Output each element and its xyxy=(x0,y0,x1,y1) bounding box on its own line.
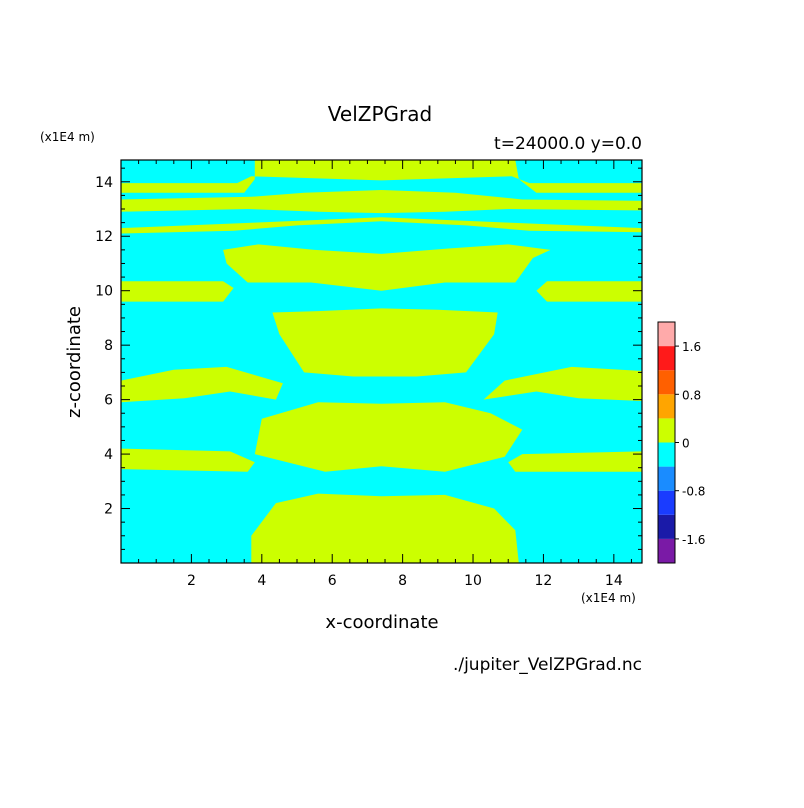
x-tick-label: 10 xyxy=(464,573,482,589)
colorbar: -1.6 -0.8 0 0.8 1.6 xyxy=(657,321,705,564)
y-tick-label: 4 xyxy=(104,447,113,463)
positive-region-13 xyxy=(121,160,642,193)
x-unit-label: (x1E4 m) xyxy=(581,591,636,605)
colorbar-swatch xyxy=(658,514,675,539)
colorbar-swatch xyxy=(658,322,675,347)
positive-region-6 xyxy=(483,366,642,401)
colorbar-swatch xyxy=(658,538,675,563)
positive-region-8 xyxy=(121,281,234,302)
colorbar-swatch xyxy=(658,394,675,419)
positive-region-5 xyxy=(121,366,283,403)
colorbar-tick-label: 0 xyxy=(682,437,690,451)
positive-region-1 xyxy=(251,493,519,563)
colorbar-tick-label: -1.6 xyxy=(682,533,705,547)
y-tick-label: 8 xyxy=(104,338,113,354)
colorbar-swatch xyxy=(658,490,675,515)
positive-region-3 xyxy=(508,451,642,472)
x-tick-label: 6 xyxy=(328,573,337,589)
colorbar-swatch xyxy=(658,442,675,467)
positive-region-7 xyxy=(272,308,498,377)
colorbar-swatch xyxy=(658,370,675,395)
x-axis: 2 4 6 8 10 12 14 xyxy=(120,160,632,589)
x-tick-label: 14 xyxy=(605,573,623,589)
y-tick-label: 12 xyxy=(95,229,113,245)
colorbar-swatch xyxy=(658,466,675,491)
x-tick-label: 12 xyxy=(535,573,553,589)
positive-region-11 xyxy=(121,217,642,234)
x-tick-label: 2 xyxy=(187,573,196,589)
colorbar-swatch xyxy=(658,346,675,371)
y-tick-label: 14 xyxy=(95,175,113,191)
x-tick-label: 4 xyxy=(257,573,266,589)
chart-subtitle: t=24000.0 y=0.0 xyxy=(494,134,642,154)
plot-frame xyxy=(120,159,643,564)
colorbar-tick-label: 0.8 xyxy=(682,388,701,402)
source-file-label: ./jupiter_VelZPGrad.nc xyxy=(453,655,642,675)
y-axis: 2 4 6 8 10 12 14 xyxy=(95,167,642,564)
y-tick-label: 10 xyxy=(95,284,113,300)
colorbar-tick-label: -0.8 xyxy=(682,485,705,499)
y-unit-label: (x1E4 m) xyxy=(40,130,95,144)
y-axis-label: z-coordinate xyxy=(64,306,85,418)
positive-region-12 xyxy=(121,190,642,214)
positive-region-9 xyxy=(536,281,642,302)
x-axis-label: x-coordinate xyxy=(325,612,438,633)
y-tick-label: 2 xyxy=(104,502,113,518)
x-tick-label: 8 xyxy=(398,573,407,589)
positive-region-2 xyxy=(121,448,255,472)
chart-title: VelZPGrad xyxy=(328,102,432,126)
plot-area xyxy=(120,159,643,564)
colorbar-swatch xyxy=(658,418,675,443)
positive-region-4 xyxy=(254,402,523,472)
colorbar-tick-label: 1.6 xyxy=(682,340,701,354)
y-tick-label: 6 xyxy=(104,393,113,409)
positive-region-10 xyxy=(223,244,551,291)
